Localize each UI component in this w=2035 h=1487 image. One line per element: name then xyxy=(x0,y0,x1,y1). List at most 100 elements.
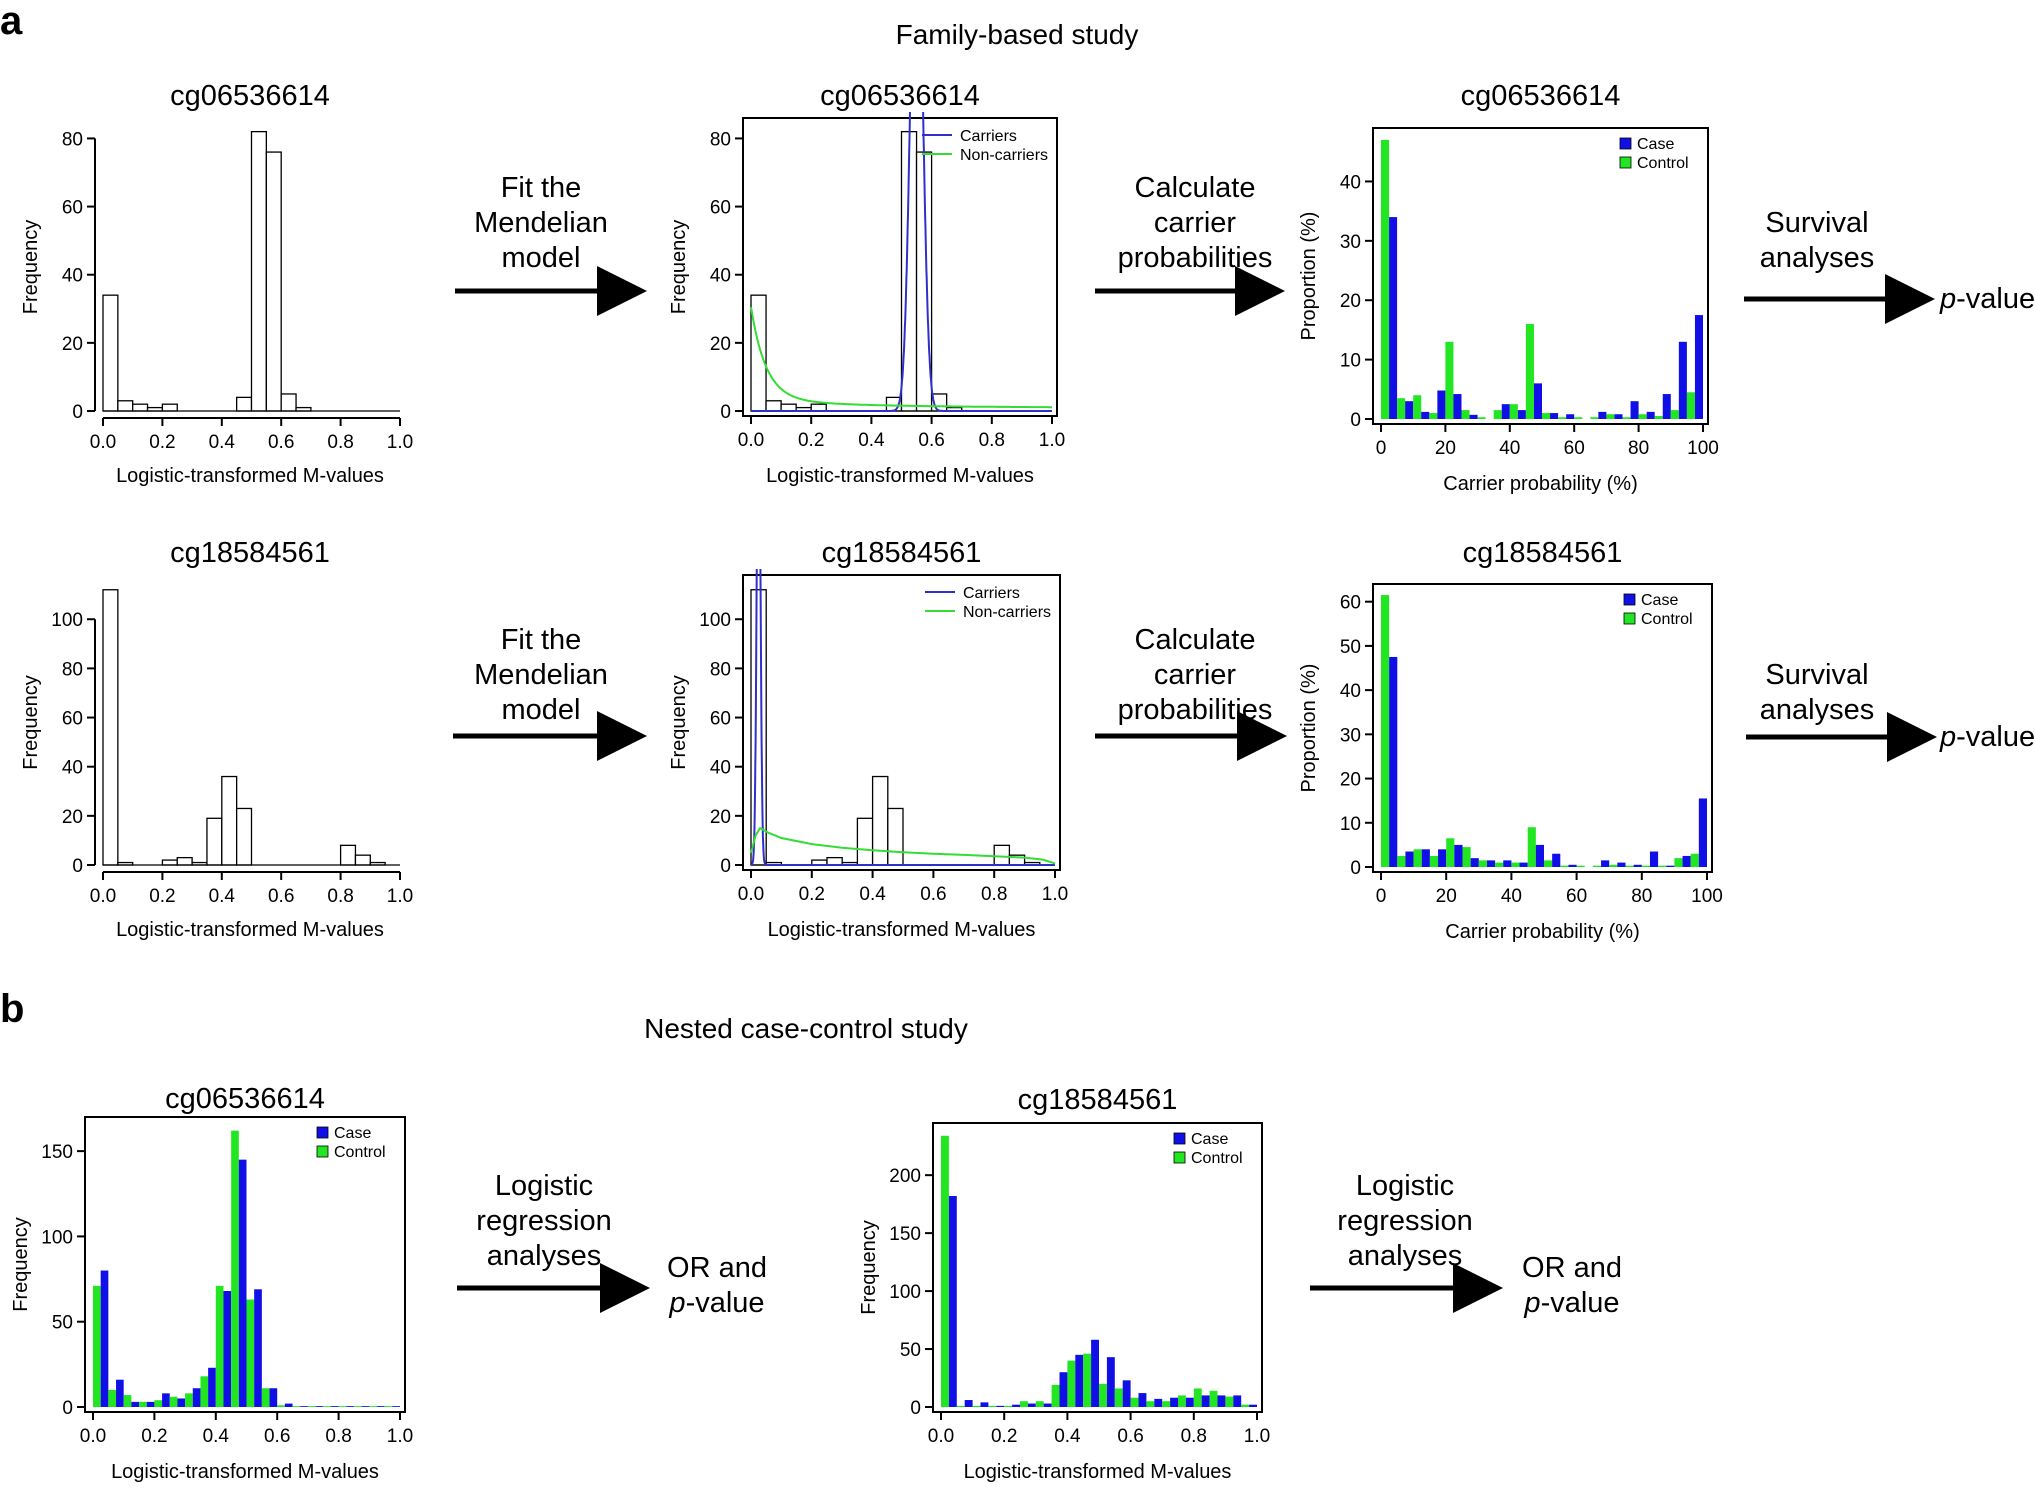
y-tick-label: 150 xyxy=(889,1224,921,1245)
bar-case xyxy=(1682,855,1691,867)
bar-control xyxy=(1162,1401,1171,1407)
x-tick-label: 1.0 xyxy=(387,432,413,453)
bar-control xyxy=(1525,323,1534,419)
bar-control xyxy=(369,1406,377,1407)
step-logistic-line3: analyses xyxy=(1348,1240,1462,1272)
step-fit-line2: Mendelian xyxy=(474,659,608,691)
step-logistic-line1: Logistic xyxy=(1356,1170,1454,1202)
step-carrier-line1: Calculate xyxy=(1135,172,1256,204)
y-tick-label: 30 xyxy=(1340,232,1361,253)
bar-control xyxy=(261,1388,270,1407)
bar-control xyxy=(1461,410,1470,419)
step-fit-line2: Mendelian xyxy=(474,207,608,239)
x-tick-label: 1.0 xyxy=(387,1426,413,1447)
bar-case xyxy=(1233,1395,1242,1407)
x-tick-label: 0.6 xyxy=(918,430,944,451)
histogram-bar xyxy=(780,403,797,412)
y-tick-label: 40 xyxy=(710,266,731,287)
step-carrier-line1: Calculate xyxy=(1135,624,1256,656)
bar-case xyxy=(996,1405,1005,1407)
chart-a2-carrier-probability: cg18584561 0 10 20 30 40 50 60 0 20 40 60 80 100 Carri… xyxy=(1298,537,1723,943)
plot-frame xyxy=(932,1122,1263,1413)
or-result-line1: OR and xyxy=(1522,1252,1622,1284)
y-tick-label: 50 xyxy=(1340,637,1361,658)
x-tick-label: 20 xyxy=(1436,886,1457,907)
x-tick-label: 0.2 xyxy=(991,1426,1017,1447)
y-axis-label: Frequency xyxy=(668,675,690,770)
histogram-bar xyxy=(161,403,178,412)
histogram-bar xyxy=(102,589,119,866)
bar-control xyxy=(1381,595,1390,867)
y-tick-label: 10 xyxy=(1340,351,1361,372)
bar-case xyxy=(346,1406,354,1407)
bar-case xyxy=(1469,414,1478,419)
y-tick-label: 100 xyxy=(889,1282,921,1303)
histogram-bar xyxy=(765,400,782,412)
section-title-family: Family-based study xyxy=(896,19,1139,50)
bar-case xyxy=(192,1388,201,1407)
x-tick-label: 80 xyxy=(1631,886,1652,907)
legend-label: Control xyxy=(1641,611,1693,628)
legend-swatch xyxy=(1623,612,1636,625)
x-tick-label: 20 xyxy=(1435,438,1456,459)
step-fit-line3: model xyxy=(502,242,581,274)
bar-case xyxy=(1568,864,1577,867)
bar-control xyxy=(1674,858,1683,867)
y-tick-label: 80 xyxy=(710,659,731,680)
y-axis-label: Proportion (%) xyxy=(1298,212,1320,341)
bar-case xyxy=(254,1289,262,1407)
bar-case xyxy=(1059,1372,1068,1407)
x-axis-label: Carrier probability (%) xyxy=(1443,473,1638,495)
x-tick-label: 0.6 xyxy=(920,884,946,905)
bar-control xyxy=(1609,864,1618,867)
x-tick-label: 0.0 xyxy=(90,432,116,453)
histogram-bar xyxy=(887,807,904,866)
legend-label: Case xyxy=(1191,1131,1228,1148)
bar-case xyxy=(177,1398,186,1407)
bar-case xyxy=(376,1406,385,1407)
curve-non-carriers xyxy=(750,306,1052,409)
chart-title: cg06536614 xyxy=(820,80,980,112)
bar-control xyxy=(1462,847,1471,867)
curve-carriers xyxy=(750,569,1055,866)
legend-label: Non-carriers xyxy=(960,147,1048,164)
legend-label: Control xyxy=(1637,155,1689,172)
bar-case xyxy=(1438,849,1447,867)
bar-control xyxy=(1130,1397,1139,1407)
chart-title: cg18584561 xyxy=(170,537,330,569)
bar-control xyxy=(988,1405,997,1407)
bar-case xyxy=(1517,410,1526,419)
bar-control xyxy=(1606,414,1615,419)
bar-control xyxy=(1209,1390,1218,1407)
histogram-bar xyxy=(250,130,268,412)
y-axis-label: Frequency xyxy=(668,220,690,315)
x-tick-label: 0.0 xyxy=(90,886,116,907)
legend-label: Carriers xyxy=(960,128,1017,145)
step-survival-line2: analyses xyxy=(1760,694,1874,726)
bar-control xyxy=(1478,860,1487,867)
y-tick-label: 60 xyxy=(1340,593,1361,614)
step-logistic-2: Logistic regression analyses OR and p-va… xyxy=(1310,1170,1622,1319)
x-tick-label: 0.4 xyxy=(859,884,886,905)
bar-control xyxy=(1114,1388,1123,1407)
bar-control xyxy=(1509,404,1518,419)
bar-case xyxy=(315,1406,324,1407)
x-tick-label: 0.0 xyxy=(738,884,764,905)
bar-case xyxy=(1630,401,1639,419)
step-carrier-row1: Calculate carrier probabilities xyxy=(1095,172,1285,316)
bar-control xyxy=(185,1393,193,1407)
bar-case xyxy=(1453,394,1462,419)
legend-label: Case xyxy=(1637,136,1674,153)
y-tick-label: 60 xyxy=(710,198,731,219)
y-tick-label: 60 xyxy=(62,198,83,219)
legend-swatch xyxy=(316,1126,329,1139)
bar-case xyxy=(1389,656,1398,867)
chart-title: cg06536614 xyxy=(170,80,330,112)
bar-control xyxy=(1690,853,1699,867)
bar-control xyxy=(1035,1401,1044,1407)
histogram-bar xyxy=(750,294,767,412)
bar-control xyxy=(1446,838,1455,867)
x-tick-label: 0.2 xyxy=(141,1426,167,1447)
bar-control xyxy=(1590,417,1599,419)
bar-control xyxy=(1004,1405,1013,1407)
